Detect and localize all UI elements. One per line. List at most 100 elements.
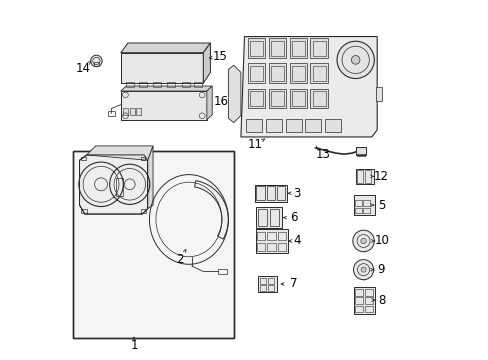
Bar — [136, 108, 141, 116]
Bar — [247, 63, 265, 83]
Bar — [247, 89, 265, 108]
Bar — [270, 91, 284, 106]
Bar — [310, 63, 327, 83]
Text: 9: 9 — [377, 263, 385, 276]
Text: 14: 14 — [76, 62, 90, 75]
Bar — [289, 39, 306, 58]
Bar — [257, 209, 267, 226]
Bar — [269, 209, 279, 226]
Bar — [258, 276, 277, 292]
Bar — [257, 232, 265, 240]
Polygon shape — [121, 43, 210, 53]
Bar — [356, 147, 366, 155]
Text: 8: 8 — [377, 294, 385, 307]
Bar — [310, 39, 327, 58]
Bar — [355, 168, 373, 184]
Bar — [355, 297, 363, 304]
Bar — [140, 157, 144, 160]
Bar — [250, 41, 263, 56]
Text: 7: 7 — [290, 278, 297, 291]
Text: 5: 5 — [377, 199, 385, 212]
Bar — [255, 207, 281, 228]
Bar — [257, 243, 265, 251]
Bar — [364, 170, 370, 183]
Bar — [285, 119, 301, 132]
Text: 6: 6 — [290, 211, 297, 224]
Circle shape — [90, 55, 102, 67]
Polygon shape — [147, 146, 153, 209]
Bar — [267, 285, 274, 291]
Polygon shape — [228, 65, 241, 123]
Polygon shape — [241, 37, 376, 137]
Bar — [305, 119, 321, 132]
Bar — [93, 62, 99, 66]
Bar — [363, 208, 369, 213]
Bar — [260, 278, 266, 284]
Circle shape — [351, 55, 359, 64]
Bar — [81, 157, 85, 160]
Bar — [267, 232, 275, 240]
Bar — [312, 66, 325, 81]
Polygon shape — [86, 146, 153, 160]
Bar — [277, 243, 285, 251]
Bar — [123, 108, 128, 116]
Text: 15: 15 — [212, 50, 227, 63]
Bar — [356, 170, 363, 183]
Bar — [194, 82, 202, 87]
Text: 11: 11 — [247, 138, 262, 150]
Bar — [126, 82, 134, 87]
Bar — [153, 82, 161, 87]
Bar — [270, 41, 284, 56]
Bar — [364, 289, 372, 296]
Bar — [355, 201, 361, 206]
Circle shape — [336, 41, 373, 78]
Bar — [266, 186, 274, 201]
Bar — [116, 178, 122, 196]
Circle shape — [360, 238, 366, 244]
Text: 4: 4 — [293, 234, 301, 247]
Bar — [355, 306, 363, 312]
Bar — [250, 91, 263, 106]
Bar — [325, 119, 340, 132]
Bar — [291, 41, 304, 56]
Bar — [364, 306, 372, 312]
Polygon shape — [206, 86, 212, 120]
Bar — [310, 89, 327, 108]
Bar — [291, 66, 304, 81]
Bar — [291, 91, 304, 106]
Text: 13: 13 — [315, 148, 330, 161]
Bar — [289, 89, 306, 108]
Polygon shape — [203, 43, 210, 83]
Bar — [270, 66, 284, 81]
Bar — [256, 186, 264, 201]
Bar — [357, 154, 365, 156]
Bar — [353, 195, 375, 215]
Bar — [255, 229, 287, 253]
Text: 3: 3 — [293, 187, 300, 200]
Polygon shape — [194, 181, 228, 239]
Polygon shape — [121, 53, 203, 83]
Bar — [277, 232, 285, 240]
Bar — [277, 186, 285, 201]
Bar — [268, 89, 285, 108]
Bar — [355, 208, 361, 213]
Text: 2: 2 — [176, 253, 183, 266]
Text: 16: 16 — [213, 95, 228, 108]
Bar — [140, 210, 145, 213]
Bar — [268, 39, 285, 58]
Bar — [139, 82, 146, 87]
Bar — [247, 39, 265, 58]
Bar — [289, 63, 306, 83]
Text: 1: 1 — [130, 339, 138, 352]
Bar — [81, 210, 86, 213]
Bar — [267, 278, 274, 284]
Bar — [312, 41, 325, 56]
Bar — [246, 119, 262, 132]
Circle shape — [353, 260, 373, 280]
Circle shape — [352, 230, 373, 252]
Bar — [376, 87, 381, 101]
Bar — [267, 243, 275, 251]
Bar — [107, 111, 115, 116]
Circle shape — [360, 267, 366, 272]
Polygon shape — [121, 91, 206, 120]
